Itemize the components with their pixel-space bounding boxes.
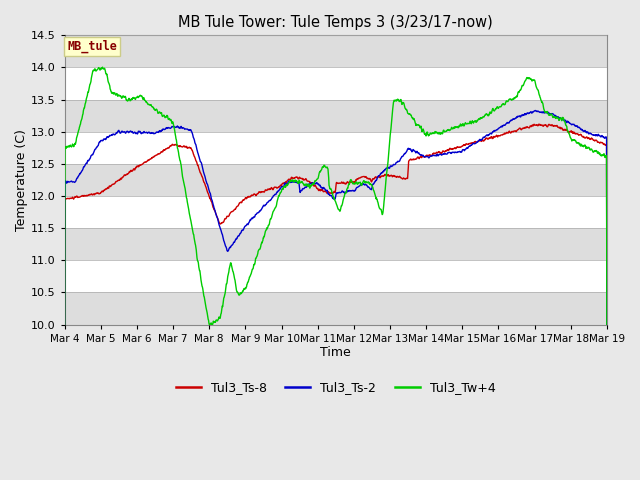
Bar	[65, 196, 607, 228]
Bar	[65, 292, 607, 324]
Bar	[65, 164, 607, 196]
Bar	[65, 132, 607, 164]
Bar	[65, 100, 607, 132]
X-axis label: Time: Time	[321, 347, 351, 360]
Legend: Tul3_Ts-8, Tul3_Ts-2, Tul3_Tw+4: Tul3_Ts-8, Tul3_Ts-2, Tul3_Tw+4	[171, 376, 501, 399]
Title: MB Tule Tower: Tule Temps 3 (3/23/17-now): MB Tule Tower: Tule Temps 3 (3/23/17-now…	[179, 15, 493, 30]
Bar	[65, 36, 607, 68]
Y-axis label: Temperature (C): Temperature (C)	[15, 129, 28, 231]
Bar	[65, 228, 607, 260]
Text: MB_tule: MB_tule	[67, 40, 117, 53]
Bar	[65, 68, 607, 100]
Bar	[65, 260, 607, 292]
